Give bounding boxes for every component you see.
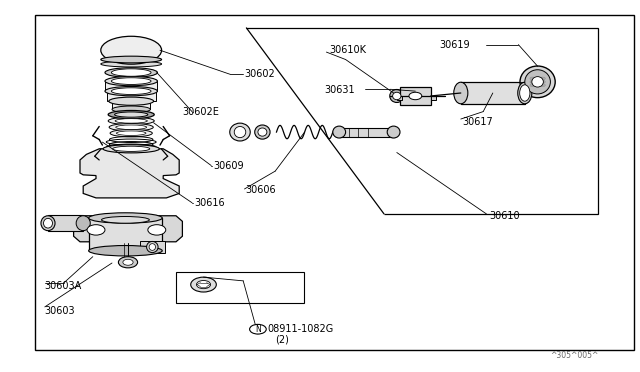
Ellipse shape — [41, 216, 55, 231]
Ellipse shape — [520, 66, 556, 98]
Circle shape — [535, 84, 540, 87]
Circle shape — [540, 77, 545, 80]
FancyBboxPatch shape — [48, 215, 83, 231]
FancyBboxPatch shape — [105, 81, 157, 91]
Ellipse shape — [149, 244, 156, 250]
Ellipse shape — [102, 217, 149, 223]
Ellipse shape — [532, 77, 543, 87]
Ellipse shape — [111, 88, 151, 94]
Polygon shape — [74, 216, 182, 242]
FancyBboxPatch shape — [140, 241, 165, 253]
Circle shape — [87, 225, 105, 235]
Text: 30606: 30606 — [245, 185, 276, 195]
Text: 30610: 30610 — [490, 211, 520, 221]
Ellipse shape — [111, 69, 151, 76]
Ellipse shape — [44, 218, 52, 228]
FancyBboxPatch shape — [107, 91, 156, 101]
Circle shape — [530, 84, 535, 87]
Ellipse shape — [109, 124, 153, 131]
Text: 30617: 30617 — [462, 117, 493, 127]
Ellipse shape — [520, 85, 530, 101]
Ellipse shape — [112, 106, 150, 113]
Text: (2): (2) — [275, 334, 289, 344]
Circle shape — [250, 324, 266, 334]
Ellipse shape — [333, 126, 346, 138]
Text: ^305^005^: ^305^005^ — [550, 351, 598, 360]
Ellipse shape — [105, 87, 157, 96]
Circle shape — [535, 80, 540, 83]
Circle shape — [148, 225, 166, 235]
FancyBboxPatch shape — [397, 96, 402, 100]
Ellipse shape — [147, 241, 158, 253]
Text: 30602: 30602 — [244, 70, 275, 79]
Ellipse shape — [454, 82, 468, 104]
Ellipse shape — [113, 146, 150, 151]
Circle shape — [540, 80, 545, 83]
Ellipse shape — [108, 110, 154, 119]
Text: 30610K: 30610K — [330, 45, 367, 55]
Ellipse shape — [230, 123, 250, 141]
Ellipse shape — [234, 126, 246, 138]
Circle shape — [409, 92, 422, 100]
Ellipse shape — [390, 90, 404, 103]
FancyBboxPatch shape — [89, 218, 163, 251]
Ellipse shape — [88, 213, 163, 223]
Text: 30609: 30609 — [213, 161, 244, 170]
Text: 30602E: 30602E — [182, 107, 220, 116]
Polygon shape — [80, 149, 179, 198]
Circle shape — [530, 77, 535, 80]
Text: 30603A: 30603A — [45, 282, 82, 291]
Ellipse shape — [255, 125, 270, 139]
Ellipse shape — [111, 78, 151, 84]
Circle shape — [191, 277, 216, 292]
Text: 30631: 30631 — [324, 85, 355, 95]
Ellipse shape — [108, 117, 154, 125]
Text: 30603: 30603 — [45, 306, 76, 315]
Ellipse shape — [88, 246, 163, 256]
Ellipse shape — [109, 97, 154, 105]
Ellipse shape — [387, 126, 400, 138]
FancyBboxPatch shape — [461, 82, 525, 104]
Circle shape — [196, 280, 211, 289]
Ellipse shape — [115, 112, 148, 117]
Ellipse shape — [393, 92, 401, 100]
Ellipse shape — [103, 145, 159, 153]
Ellipse shape — [100, 36, 161, 64]
FancyBboxPatch shape — [400, 87, 431, 105]
Ellipse shape — [105, 77, 157, 86]
Text: 30619: 30619 — [440, 41, 470, 50]
Ellipse shape — [115, 119, 147, 123]
Ellipse shape — [518, 82, 532, 104]
FancyBboxPatch shape — [431, 96, 436, 100]
Ellipse shape — [105, 68, 157, 77]
FancyBboxPatch shape — [339, 128, 394, 137]
Circle shape — [540, 84, 545, 87]
Ellipse shape — [116, 125, 147, 129]
Circle shape — [535, 77, 540, 80]
Ellipse shape — [76, 216, 90, 231]
FancyBboxPatch shape — [112, 101, 150, 109]
Text: 30616: 30616 — [194, 198, 225, 208]
Ellipse shape — [100, 56, 161, 63]
Text: N: N — [255, 325, 260, 334]
Circle shape — [530, 80, 535, 83]
Text: 08911-1082G: 08911-1082G — [268, 324, 334, 334]
Ellipse shape — [525, 70, 550, 94]
Ellipse shape — [110, 129, 152, 137]
Circle shape — [123, 259, 133, 265]
Circle shape — [118, 257, 138, 268]
Ellipse shape — [100, 61, 161, 67]
Ellipse shape — [258, 128, 267, 136]
Ellipse shape — [116, 131, 146, 135]
